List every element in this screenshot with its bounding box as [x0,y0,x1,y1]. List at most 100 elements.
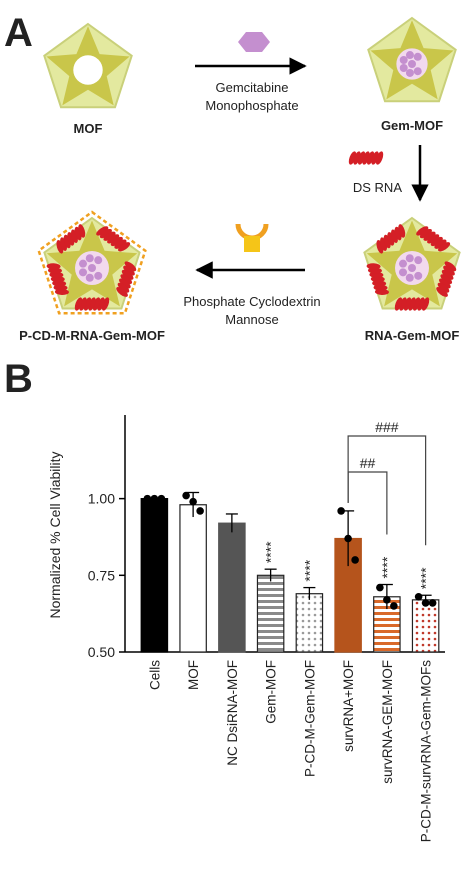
rna-helix [416,226,451,252]
bar [218,522,246,653]
significance: **** [263,541,279,563]
rna-helix [348,151,384,165]
helix-turn [92,297,101,311]
drug-icon [238,32,270,52]
helix-turn [419,228,432,239]
x-tick-label: P-CD-M-Gem-MOF [302,660,317,777]
helix-turn [430,236,443,247]
rna-helix [376,224,406,254]
data-point [383,596,391,604]
panel-label: B [4,357,33,401]
helix-turn [423,231,436,241]
helix-turn [394,297,403,311]
helix-turn [416,226,429,236]
rna-helix [96,226,131,252]
panel-a: A Gemcitabine Monophosphate DS RNA Phosp… [4,11,461,343]
data-point [143,494,152,503]
x-tick-label: survRNA+MOF [341,660,356,752]
helix-turn [439,278,451,289]
helix-turn [101,297,110,311]
helix-turn [96,226,109,236]
helix-turn [353,151,361,165]
helix-turn [375,151,384,165]
helix-turn [120,274,133,285]
node-label: P-CD-M-RNA-Gem-MOF [19,328,165,343]
step-text: Monophosphate [205,98,298,113]
x-tick-label: P-CD-M-survRNA-Gem-MOFs [419,660,434,842]
data-point [390,602,398,610]
x-tick-label: Cells [147,660,162,690]
drug-dot [414,271,423,280]
helix-turn [117,282,130,293]
helix-turn [79,297,87,311]
y-tick-label: 0.50 [88,644,115,660]
helix-turn [124,261,137,272]
drug-dot [405,68,414,77]
helix-turn [444,261,457,272]
significance: **** [418,567,434,589]
helix-turn [119,278,131,289]
helix-turn [114,239,127,249]
helix-turn [421,297,430,311]
comparison-bracket [347,435,427,546]
drug-dot [398,268,407,277]
helix-turn [412,297,421,311]
drug-dot [405,51,414,60]
rna-helix [46,263,69,295]
helix-turn [121,269,134,280]
data-point [182,491,190,500]
rna-helix [366,263,389,295]
helix-turn [362,151,370,165]
helix-turn [434,239,447,249]
helix-turn [398,224,406,238]
bar [179,504,207,653]
helix-turn [437,282,450,293]
panel-label: A [4,11,33,55]
bar [295,593,324,653]
data-point [376,583,384,592]
rna-helix [74,297,110,311]
significance: **** [301,559,317,581]
step-text: Gemcitabine [216,80,289,95]
step-text: Mannose [225,312,278,327]
helix-turn [83,297,92,311]
helix-turn [441,269,454,280]
helix-turn [440,274,453,285]
data-point [157,494,166,503]
bar [411,599,440,653]
comparison-label: ### [375,419,399,435]
data-point [196,507,204,515]
helix-turn [118,242,131,252]
node-label: MOF [74,121,103,136]
drug-dot [94,256,103,265]
mof-pore [73,55,103,85]
step-text: Phosphate Cyclodextrin [183,294,320,309]
helix-turn [110,236,123,247]
helix-turn [408,297,416,311]
drug-dot [88,264,96,272]
data-point [337,507,345,515]
data-point [351,556,359,564]
data-point [421,599,430,607]
comparison-bracket [347,471,388,535]
helix-turn [116,287,128,297]
x-tick-label: MOF [186,660,201,690]
data-point [189,497,197,506]
helix-turn [366,263,381,270]
coating [37,210,147,315]
helix-turn [123,265,135,276]
rna-helix [394,297,430,311]
data-point [150,494,159,503]
drug-dot [85,273,94,282]
node-label: RNA-Gem-MOF [365,328,460,343]
drug-dot [408,264,416,272]
drug-dot [94,271,103,280]
y-tick-label: 1.00 [88,491,115,507]
helix-turn [399,297,407,311]
data-point [428,599,437,607]
data-point [344,534,352,543]
rna-helix [56,224,86,254]
step-text: DS RNA [353,180,402,195]
drug-dot [85,254,94,263]
